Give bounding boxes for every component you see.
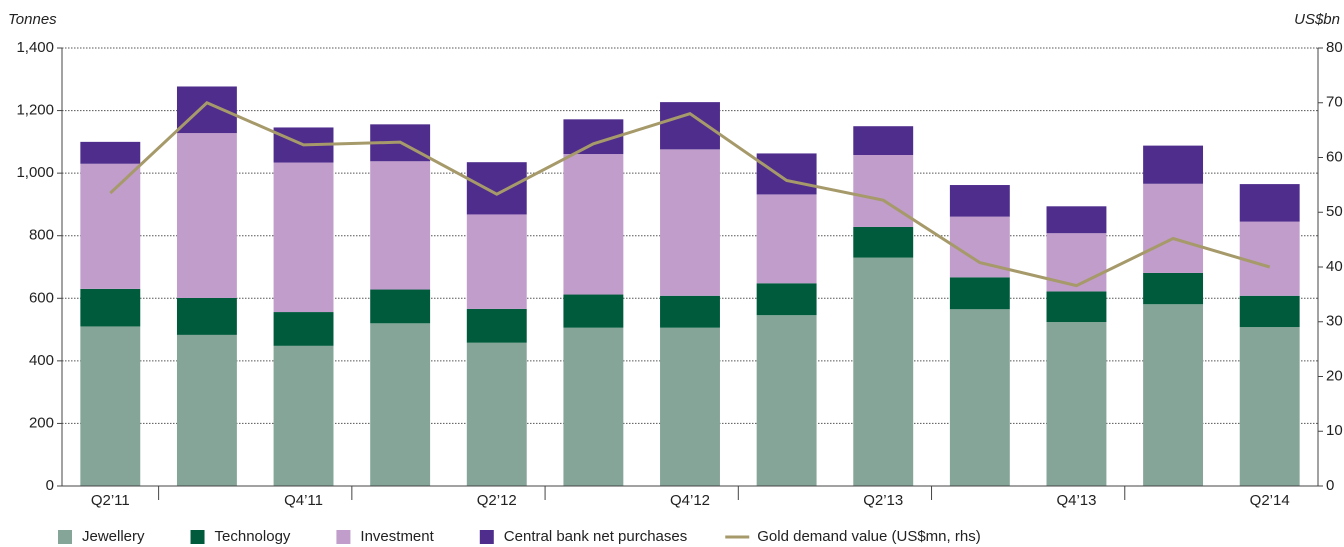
bar-segment (80, 326, 141, 486)
bar-segment (1046, 233, 1107, 292)
y2-axis-label: US$bn (1294, 11, 1340, 28)
line-series (109, 100, 1271, 288)
bar-segment (1046, 291, 1107, 323)
bar-segment (1239, 327, 1300, 486)
bar-segment (466, 162, 527, 215)
legend-swatch (58, 530, 72, 544)
bar-segment (660, 327, 720, 486)
y-tick-label: 1,000 (16, 164, 54, 181)
legend-swatch (336, 530, 351, 544)
y-tick-label: 800 (29, 227, 54, 244)
x-tick-label: Q4’13 (1056, 492, 1096, 509)
x-tick-label: Q4’11 (284, 492, 323, 509)
bar-segment (466, 214, 527, 309)
y2-tick-label: 50 (1326, 203, 1343, 220)
bar-segment (563, 294, 624, 328)
y2-tick-label: 60 (1326, 148, 1343, 165)
bar-segment (853, 154, 914, 227)
bar-segment (1046, 322, 1107, 486)
bar-segment (80, 163, 141, 289)
bar-segment (80, 288, 141, 327)
bar-segment (1143, 272, 1204, 305)
bar-segment (660, 149, 720, 296)
bar-segment (660, 295, 720, 328)
bar-segment (756, 315, 817, 486)
bar-segment (1143, 183, 1204, 273)
bar-segment (176, 297, 237, 335)
y2-tick-label: 40 (1326, 258, 1343, 275)
legend-swatch (479, 530, 494, 544)
legend-swatch (190, 530, 205, 544)
y-tick-label: 0 (46, 477, 54, 494)
bar-segment (1046, 206, 1107, 234)
bar-segment (949, 277, 1010, 310)
y-tick-label: 600 (29, 289, 54, 306)
legend-label: Jewellery (82, 528, 145, 545)
y-tick-label: 1,400 (16, 39, 54, 56)
bar-segment (1143, 145, 1204, 184)
bar-segment (370, 161, 431, 290)
bar-segment (949, 309, 1010, 486)
y-tick-label: 1,200 (16, 102, 54, 119)
x-tick-label: Q2’13 (863, 492, 903, 509)
bar-segment (563, 327, 624, 486)
y2-tick-label: 30 (1326, 313, 1343, 330)
bar-segment (756, 283, 817, 316)
bar-segment (949, 185, 1010, 217)
bar-segment (853, 226, 914, 258)
y2-tick-label: 70 (1326, 94, 1343, 111)
legend-label: Gold demand value (US$mn, rhs) (757, 528, 980, 545)
x-tick-label: Q2’12 (477, 492, 517, 509)
bar-segment (370, 289, 431, 324)
bar-segment (853, 126, 914, 155)
bar-segment (370, 323, 431, 486)
bar-segment (1239, 295, 1300, 328)
x-tick-label: Q4’12 (670, 492, 710, 509)
x-tick-label: Q2’11 (91, 492, 130, 509)
y-axis-label: Tonnes (8, 11, 57, 28)
bar-segment (563, 154, 624, 295)
bar-segment (176, 86, 237, 134)
bar-segment (853, 257, 914, 486)
bar-segment (80, 141, 141, 164)
bar-segment (660, 102, 720, 150)
y2-tick-label: 20 (1326, 367, 1343, 384)
bar-segment (273, 162, 334, 313)
y-tick-label: 400 (29, 352, 54, 369)
legend-label: Investment (360, 528, 434, 545)
legend-label: Central bank net purchases (504, 528, 687, 545)
y2-tick-label: 0 (1326, 477, 1334, 494)
legend-label: Technology (215, 528, 291, 545)
y2-tick-label: 10 (1326, 422, 1343, 439)
bar-segment (176, 334, 237, 486)
x-tick-label: Q2’14 (1250, 492, 1290, 509)
bar-segment (756, 153, 817, 195)
y2-tick-label: 80 (1326, 39, 1343, 56)
bar-segment (466, 342, 527, 486)
bar-segment (273, 312, 334, 346)
bar-segment (176, 133, 237, 298)
bar-segment (1239, 221, 1300, 296)
bar-segment (273, 345, 334, 486)
bar-segment (756, 194, 817, 284)
bar-segment (1143, 304, 1204, 486)
bar-segment (1239, 184, 1300, 222)
bar-segment (466, 308, 527, 343)
y-tick-label: 200 (29, 414, 54, 431)
